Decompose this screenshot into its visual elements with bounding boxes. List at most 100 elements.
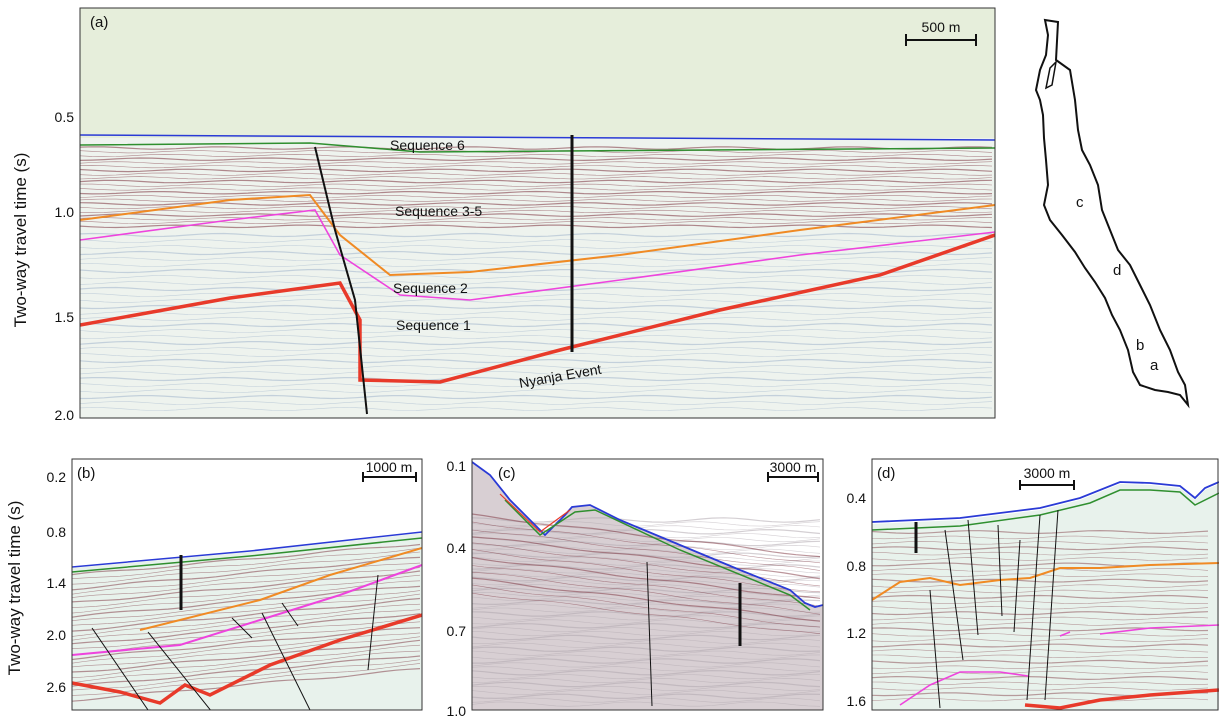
scalebar-a-label: 500 m [922,19,961,35]
strata-line [472,540,821,547]
tick-c-3: 1.0 [447,703,467,717]
green-horizon-b [72,537,422,573]
strata-line [72,547,421,579]
strata-line [80,317,993,321]
sequence-3-5-label: Sequence 3-5 [395,203,482,219]
strata-line [872,616,1209,621]
strata-line [80,263,993,267]
strata-line [872,605,1209,610]
strata-line [80,268,993,274]
orange-horizon [80,193,995,277]
strata-line [72,603,421,637]
strata-line [872,600,1208,605]
seafloor-horizon-c [472,461,823,608]
strata-line [472,542,821,587]
strata-line [472,572,821,578]
tick-b-3: 2.0 [47,627,67,643]
strata-line [72,655,421,687]
strata-a [80,146,993,411]
strata-line [80,365,993,369]
strata-line [72,551,421,585]
tick-c-1: 0.4 [447,540,467,556]
tick-a-1: 1.0 [55,204,75,220]
tick-b-2: 1.4 [47,575,67,591]
green-horizon-c [504,499,811,611]
strata-line [80,245,993,249]
strata-line [872,611,1209,616]
y-axis-label-a: Two-way travel time (s) [11,153,30,328]
map-label-a: a [1150,357,1159,374]
seafloor-horizon-b [72,531,422,568]
lake-outline [1034,18,1190,409]
orange-horizon-d [872,562,1219,601]
tick-a-2: 1.5 [55,309,75,325]
map-label-d: d [1113,262,1121,279]
strata-line [872,681,1209,686]
strata-line [472,533,821,539]
y-axis-label-b: Two-way travel time (s) [5,501,24,676]
strata-line [872,670,1209,675]
strata-line [872,541,1209,545]
strata-line [472,674,820,680]
tick-a-0: 0.5 [55,109,75,125]
faults-b [91,574,379,710]
strata-line [72,663,421,696]
strata-line [472,549,821,593]
strata-line [80,183,993,187]
strata-line [472,650,821,656]
strata-line [472,646,821,653]
strata-line [80,202,993,206]
tick-c-0: 0.1 [447,458,467,474]
strata-line [72,593,421,626]
seafloor-horizon [80,134,995,141]
strata-line [80,209,993,213]
sequence-2-label: Sequence 2 [393,280,468,296]
magenta-horizon-d [899,624,1219,706]
strata-line [80,206,993,210]
tick-b-4: 2.6 [47,679,67,695]
strata-line [80,340,993,346]
strata-line [872,594,1209,599]
strata-line [72,632,421,664]
strata-line [72,636,421,668]
strata-line [80,161,993,165]
strata-line [472,536,821,580]
red-horizon-c [499,493,571,533]
strata-line [872,568,1209,572]
water-column [80,8,995,138]
strata-line [80,153,992,158]
strata-line [80,232,993,238]
strata-line [472,521,821,564]
strata-line [80,304,993,310]
tick-d-0: 0.4 [847,490,867,506]
tick-b-0: 0.2 [47,469,67,485]
strata-line [472,529,821,571]
strata-line [872,649,1209,653]
strata-line [472,697,821,703]
tick-a-3: 2.0 [55,407,75,423]
strata-line [472,591,821,597]
strata-line [472,627,821,633]
strata-line [472,701,821,707]
strata-line [80,187,993,191]
strata-line [80,376,993,382]
strata-c [472,513,821,707]
strata-line [72,621,421,655]
strata-line [80,213,993,217]
strata-line [472,638,821,644]
scalebar-c-label: 3000 m [770,459,817,475]
strata-line [80,176,993,180]
strata-line [80,347,993,351]
strata-line [80,394,993,400]
strata-line [472,548,821,554]
panel-d-sediment [872,484,1219,710]
strata-line [872,638,1209,642]
strata-line [872,622,1209,626]
scalebar-c: 3000 m [767,459,819,482]
tick-d-1: 0.8 [847,558,867,574]
strata-line [472,685,821,691]
strata-line [80,383,993,387]
strata-line [472,678,821,684]
panel-b-frame [71,458,423,711]
strata-line [80,194,993,199]
